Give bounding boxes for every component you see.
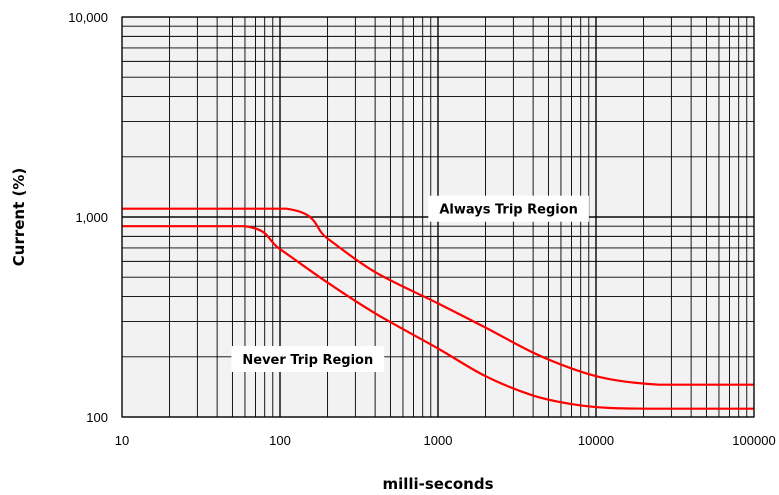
y-tick-label: 100 xyxy=(86,410,108,425)
y-tick-labels: 100 1,000 10,000 xyxy=(68,10,108,425)
y-tick-label: 1,000 xyxy=(75,210,108,225)
y-tick-label: 10,000 xyxy=(68,10,108,25)
plot-border xyxy=(121,16,755,418)
upper-trip-curve xyxy=(122,207,754,386)
x-tick-label: 10000 xyxy=(578,433,614,448)
x-tick-label: 100 xyxy=(269,433,291,448)
x-tick-label: 100000 xyxy=(732,433,775,448)
never-trip-label: Never Trip Region xyxy=(242,353,373,368)
series-layer xyxy=(122,207,754,410)
x-tick-label: 10 xyxy=(115,433,129,448)
lower-trip-curve xyxy=(122,225,754,410)
annotation-layer: Always Trip Region Never Trip Region xyxy=(231,195,589,372)
x-axis-title: milli-seconds xyxy=(382,475,493,493)
always-trip-label: Always Trip Region xyxy=(439,203,578,218)
x-tick-label: 1000 xyxy=(424,433,453,448)
y-axis-title: Current (%) xyxy=(10,168,28,266)
x-tick-labels: 10 100 1000 10000 100000 xyxy=(115,433,776,448)
region-label-box xyxy=(428,195,589,222)
region-label-box xyxy=(231,345,385,372)
